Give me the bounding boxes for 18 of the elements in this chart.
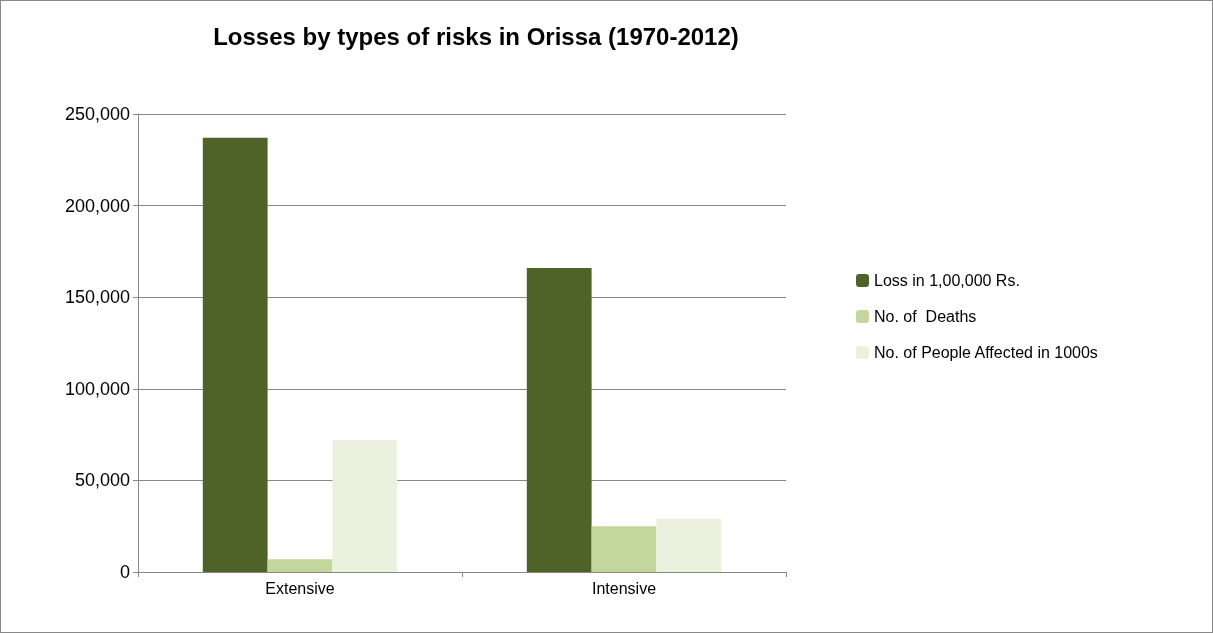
bar <box>591 526 657 572</box>
bar <box>332 440 398 572</box>
y-tick-label: 250,000 <box>64 104 130 124</box>
chart-title: Losses by types of risks in Orissa (1970-2012) <box>213 22 739 50</box>
legend-label: No. of People Affected in 1000s <box>874 344 1098 361</box>
legend-label: No. of Deaths <box>874 308 977 325</box>
bar <box>656 518 722 572</box>
y-tick-label: 50,000 <box>74 470 130 491</box>
x-tick-label: Extensive <box>265 579 335 597</box>
y-tick-label: 100,000 <box>64 378 130 399</box>
bar <box>267 559 333 572</box>
y-tick-label: 0 <box>119 562 130 582</box>
y-tick-label: 200,000 <box>64 195 130 216</box>
bar <box>526 267 592 572</box>
legend-label: Loss in 1,00,000 Rs. <box>874 272 1020 289</box>
x-tick-label: Intensive <box>591 579 657 597</box>
bar <box>202 137 268 572</box>
y-tick-label: 150,000 <box>64 287 130 308</box>
